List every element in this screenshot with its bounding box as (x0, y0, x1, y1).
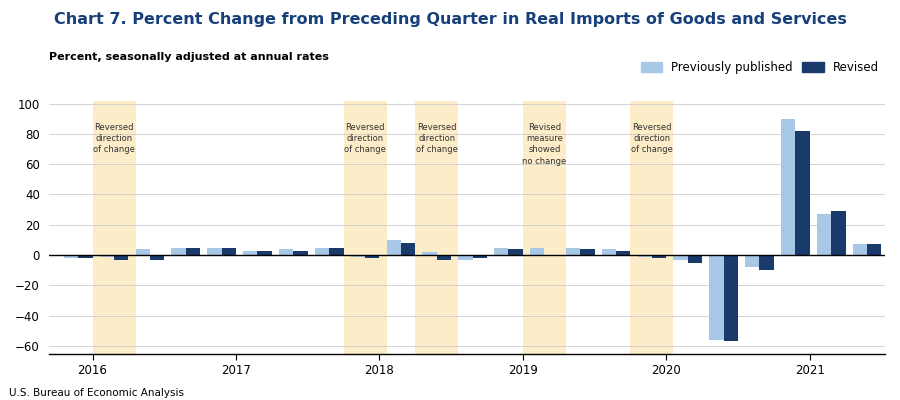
Legend: Previously published, Revised: Previously published, Revised (641, 61, 879, 74)
Bar (637, 255, 652, 257)
Bar (136, 249, 150, 255)
Bar (781, 119, 796, 255)
Text: Reversed
direction
of change: Reversed direction of change (631, 123, 673, 154)
Bar (78, 255, 93, 258)
Text: Reversed
direction
of change: Reversed direction of change (416, 123, 458, 154)
Bar (832, 211, 846, 255)
Bar (616, 250, 630, 255)
Bar (688, 255, 702, 263)
Bar (64, 255, 78, 258)
Bar (436, 255, 451, 260)
Bar (602, 249, 616, 255)
Bar (566, 248, 580, 255)
Text: Reversed
direction
of change: Reversed direction of change (344, 123, 386, 154)
Bar (796, 131, 810, 255)
Bar (724, 255, 738, 342)
Text: U.S. Bureau of Economic Analysis: U.S. Bureau of Economic Analysis (9, 388, 184, 398)
Bar (400, 243, 415, 255)
Bar (494, 248, 508, 255)
Text: Reversed
direction
of change: Reversed direction of change (93, 123, 135, 154)
Bar (114, 255, 129, 260)
Bar (185, 248, 200, 255)
Bar (817, 214, 832, 255)
Bar (243, 250, 257, 255)
Bar (867, 244, 881, 255)
Bar (221, 248, 236, 255)
Bar (673, 255, 688, 260)
Bar (523, 100, 566, 354)
Bar (171, 248, 185, 255)
Bar (709, 255, 724, 340)
Bar (150, 255, 164, 260)
Bar (207, 248, 221, 255)
Bar (365, 255, 380, 258)
Bar (257, 250, 272, 255)
Bar (415, 100, 458, 354)
Bar (387, 240, 400, 255)
Bar (530, 248, 544, 255)
Text: Chart 7. Percent Change from Preceding Quarter in Real Imports of Goods and Serv: Chart 7. Percent Change from Preceding Q… (54, 12, 846, 27)
Bar (760, 255, 774, 270)
Bar (351, 255, 365, 257)
Bar (329, 248, 344, 255)
Bar (508, 249, 523, 255)
Bar (293, 250, 308, 255)
Bar (458, 255, 473, 260)
Bar (93, 100, 136, 354)
Bar (472, 255, 487, 258)
Bar (630, 100, 673, 354)
Bar (652, 255, 666, 258)
Bar (344, 100, 387, 354)
Bar (279, 249, 293, 255)
Bar (580, 249, 595, 255)
Bar (422, 252, 436, 255)
Bar (745, 255, 760, 267)
Text: Revised
measure
showed
no change: Revised measure showed no change (522, 123, 566, 166)
Text: Percent, seasonally adjusted at annual rates: Percent, seasonally adjusted at annual r… (50, 52, 329, 62)
Bar (315, 248, 329, 255)
Bar (852, 244, 867, 255)
Bar (100, 255, 114, 257)
